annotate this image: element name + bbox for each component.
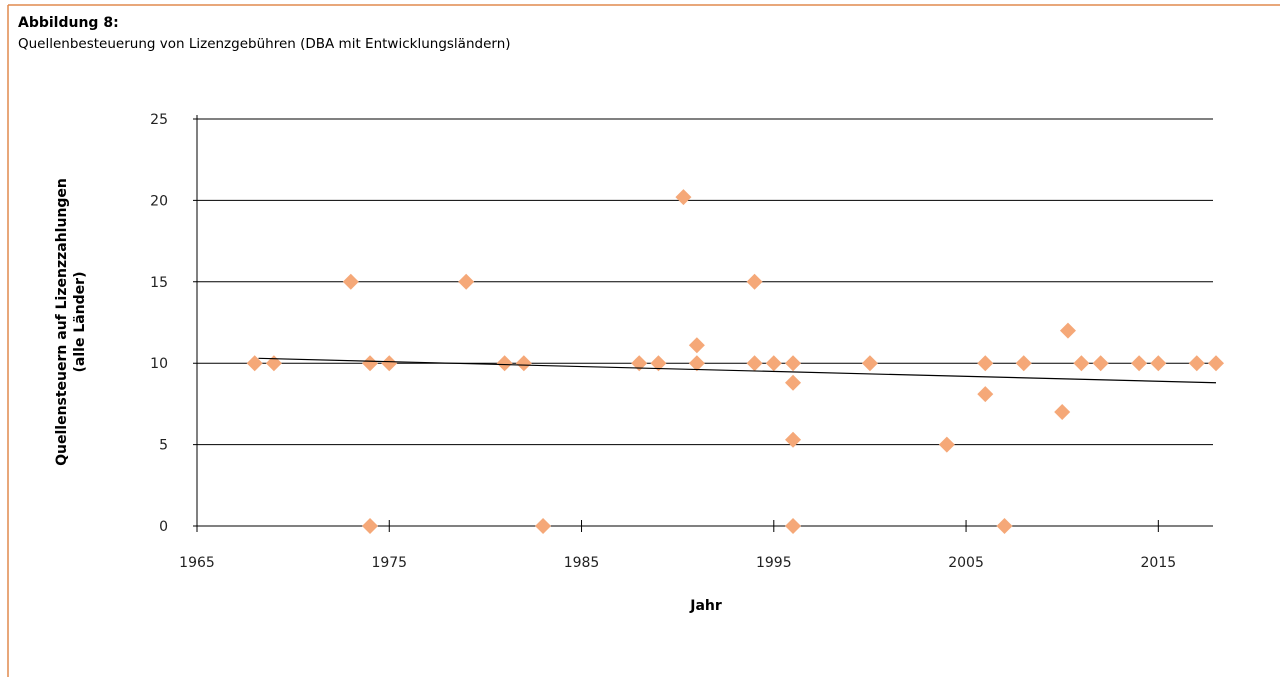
data-point — [1054, 404, 1071, 421]
data-point — [938, 436, 955, 453]
data-point — [1131, 355, 1148, 372]
data-point — [1015, 355, 1032, 372]
y-axis-title-line: (alle Länder) — [72, 272, 88, 373]
data-point — [1150, 355, 1167, 372]
x-tick-label: 2015 — [1141, 555, 1177, 571]
data-point — [785, 355, 802, 372]
chart-subtitle: Quellenbesteuerung von Lizenzgebühren (D… — [18, 36, 511, 52]
data-point — [996, 518, 1013, 534]
data-point — [496, 355, 513, 372]
trendline — [258, 357, 1217, 384]
data-point — [746, 273, 763, 290]
x-axis-title: Jahr — [689, 598, 722, 614]
data-point — [1092, 355, 1109, 372]
data-point — [1059, 322, 1076, 339]
y-axis-title-line: Quellensteuern auf Lizenzzahlungen — [54, 178, 70, 466]
data-point — [765, 355, 782, 372]
data-point — [785, 518, 802, 534]
data-point — [977, 355, 994, 372]
y-tick-label: 20 — [150, 193, 168, 209]
data-point — [688, 337, 705, 354]
data-point — [515, 355, 532, 372]
data-point — [342, 273, 359, 290]
x-tick-label: 1975 — [371, 555, 407, 571]
x-tick-label: 1985 — [564, 555, 600, 571]
data-point — [381, 355, 398, 372]
y-tick-label: 5 — [159, 438, 168, 454]
data-point — [650, 355, 667, 372]
x-tick-label: 1965 — [179, 555, 215, 571]
y-tick-label: 15 — [150, 275, 168, 291]
data-point — [675, 189, 692, 206]
data-point — [362, 518, 379, 534]
data-point — [746, 355, 763, 372]
data-point — [688, 355, 705, 372]
y-tick-label: 0 — [159, 519, 168, 535]
data-point — [458, 273, 475, 290]
x-tick-label: 1995 — [756, 555, 792, 571]
x-tick-label: 2005 — [948, 555, 984, 571]
data-point — [977, 386, 994, 403]
y-axis-title: Quellensteuern auf Lizenzzahlungen (alle… — [54, 178, 88, 466]
y-tick-label: 10 — [150, 356, 168, 372]
data-point — [535, 518, 552, 534]
data-point — [1188, 355, 1205, 372]
data-point — [265, 355, 282, 372]
data-point — [785, 374, 802, 391]
data-point — [1073, 355, 1090, 372]
chart-title: Abbildung 8: — [18, 15, 119, 31]
data-point — [246, 355, 263, 372]
y-tick-label: 25 — [150, 112, 168, 128]
data-point — [785, 431, 802, 448]
data-point — [362, 355, 379, 372]
data-point — [1208, 355, 1224, 372]
data-point — [861, 355, 878, 372]
data-point — [631, 355, 648, 372]
